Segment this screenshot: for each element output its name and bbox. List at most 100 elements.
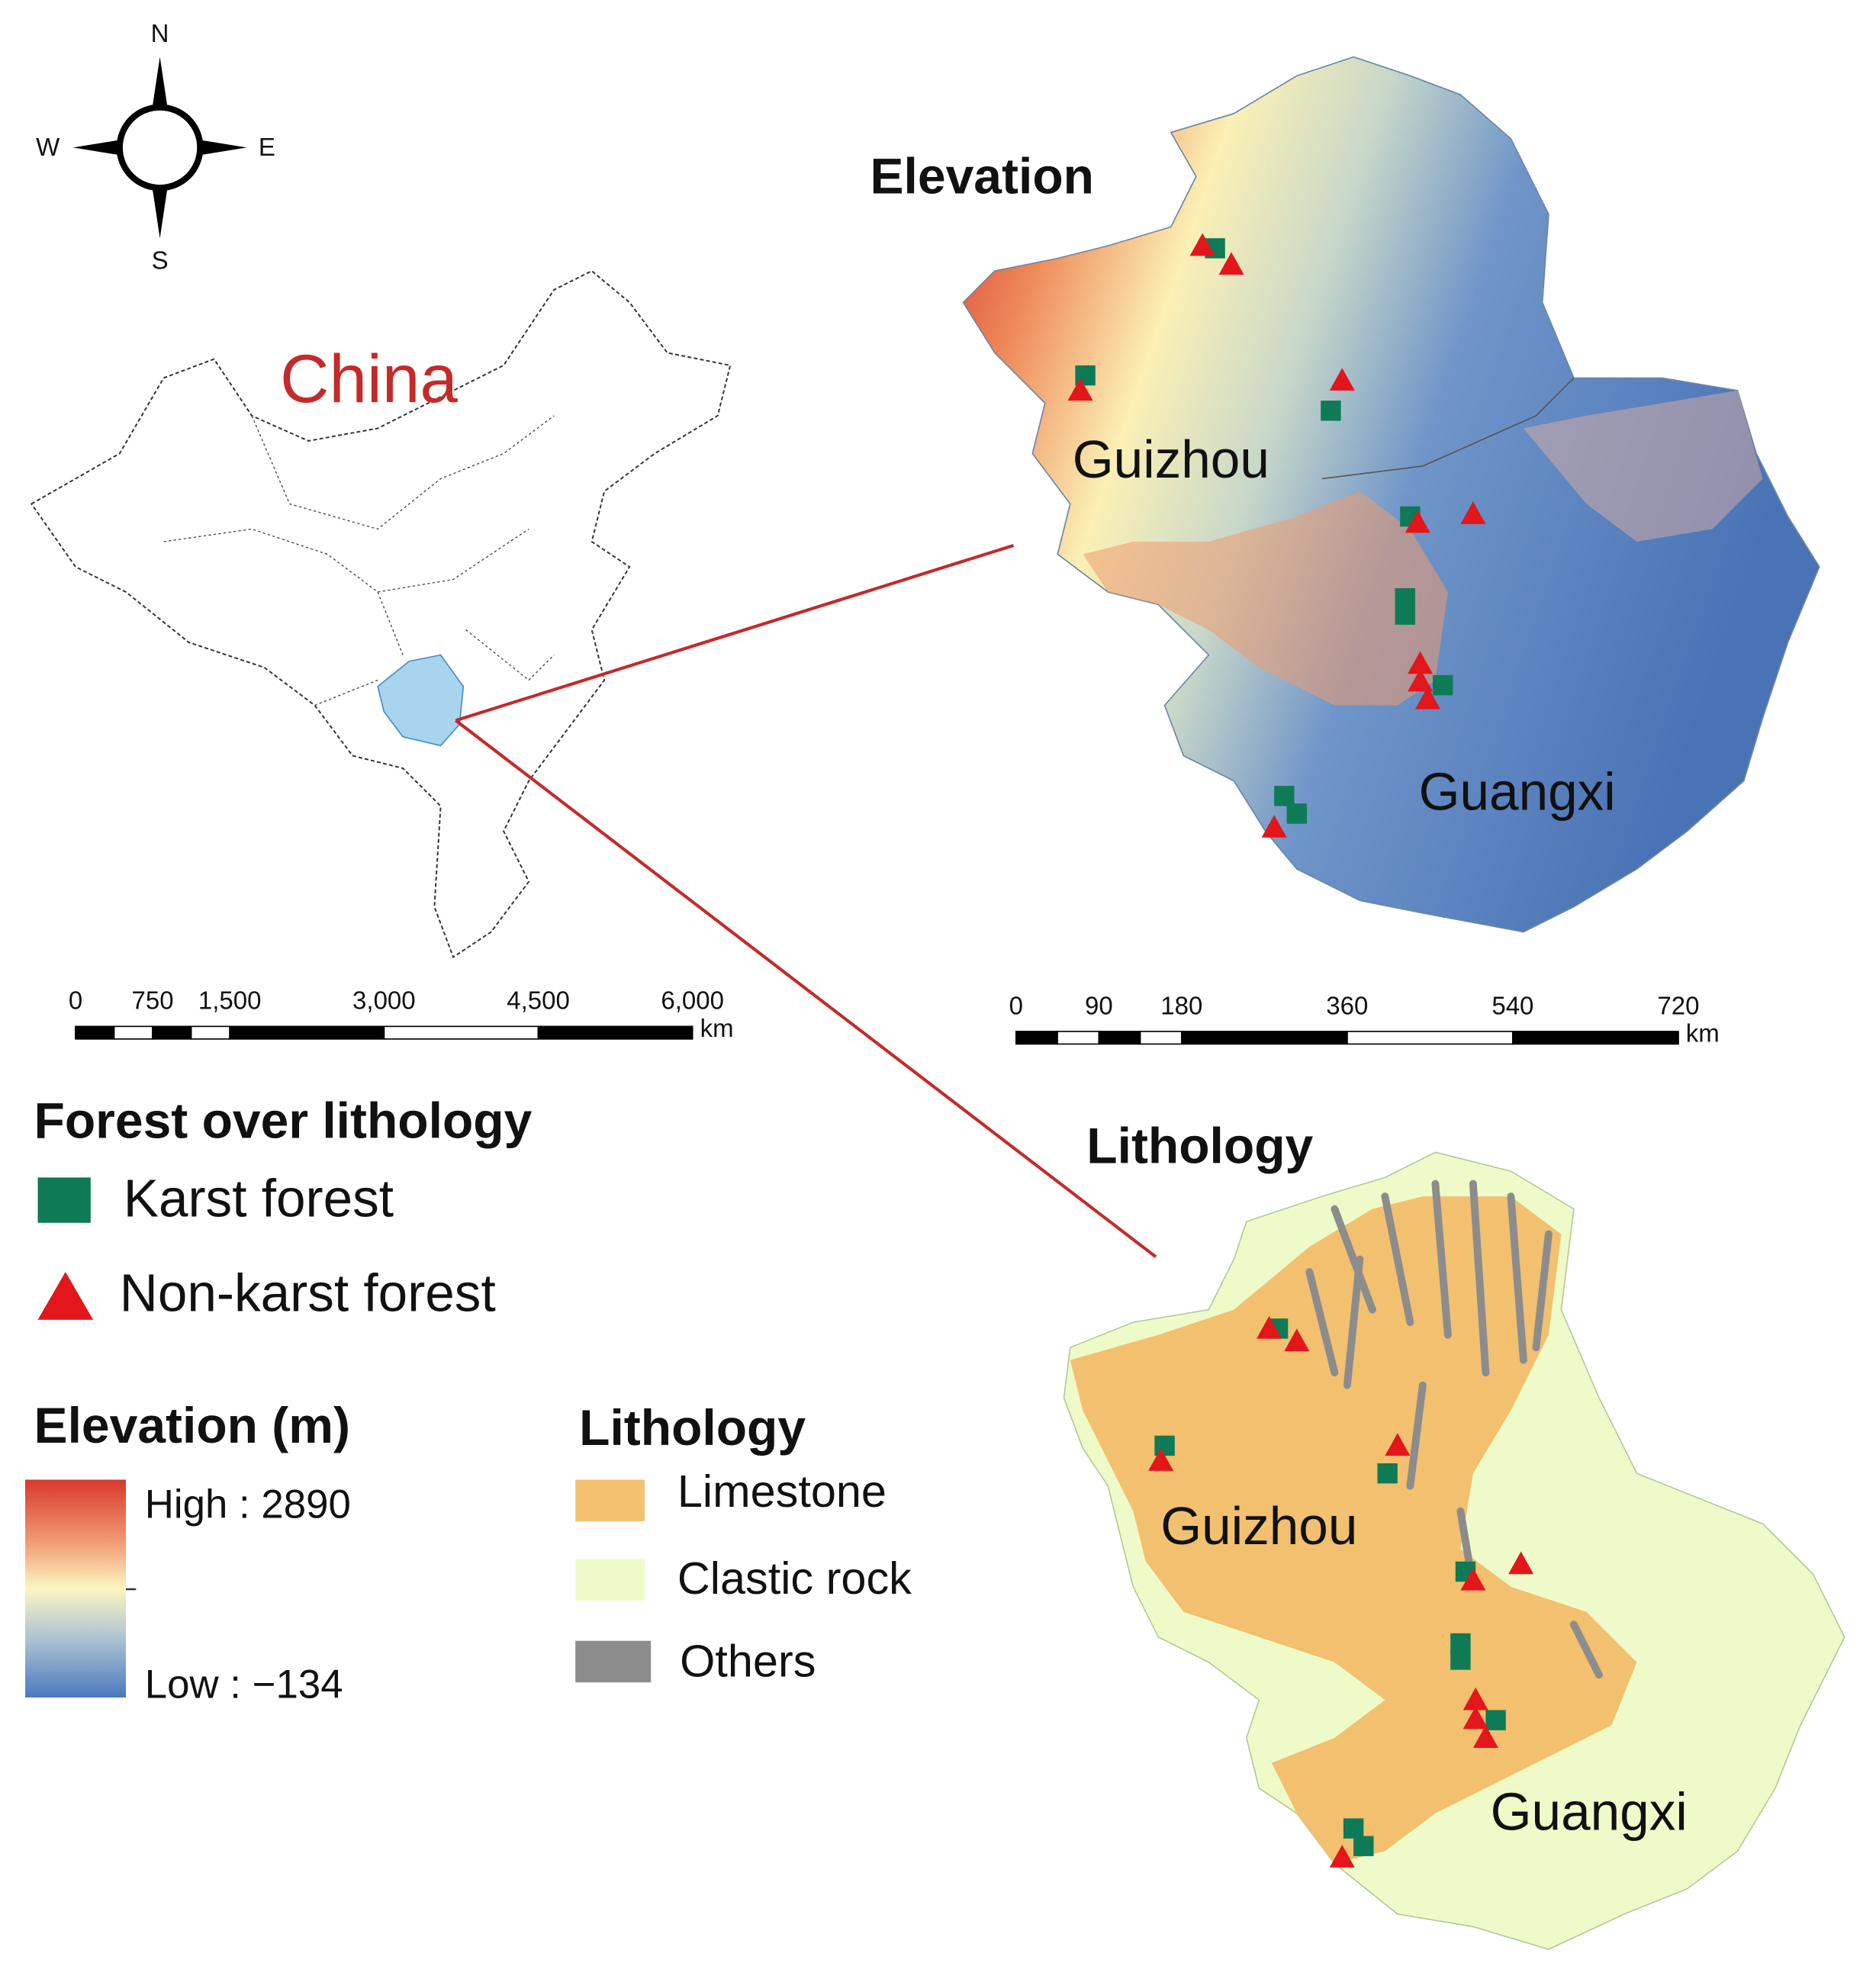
scale-segment <box>1098 1031 1141 1045</box>
compass-label: W <box>36 133 60 161</box>
china-map: China <box>30 269 732 959</box>
non-karst-forest-site <box>1472 1725 1498 1748</box>
scale-segment <box>383 1025 539 1040</box>
lithology-map: Lithology Guizhou Guangxi <box>1063 1118 1845 1950</box>
non-karst-forest-site <box>1414 686 1440 710</box>
legend-title: Elevation (m) <box>34 1397 350 1453</box>
scale-segment <box>75 1025 115 1040</box>
legend-label: Limestone <box>677 1466 887 1517</box>
elevation-surface <box>962 56 1820 933</box>
compass: N S W E <box>36 19 275 274</box>
map-title: Lithology <box>1086 1118 1313 1174</box>
scale-unit: km <box>700 1014 734 1042</box>
scale-label: 4,500 <box>507 986 570 1015</box>
legend-swatch <box>575 1559 645 1601</box>
karst-forest-site <box>1154 1435 1175 1456</box>
scale-label: 750 <box>132 986 174 1015</box>
non-karst-forest-site <box>1405 510 1430 533</box>
elevation-map: Elevation Guizhou Guangxi <box>870 56 1820 933</box>
non-karst-forest-site <box>1148 1448 1174 1471</box>
province-label: Guangxi <box>1419 762 1616 822</box>
non-karst-forest-site <box>1329 1845 1355 1868</box>
legend-swatch <box>575 1479 645 1521</box>
scale-label: 90 <box>1085 991 1113 1019</box>
non-karst-forest-site <box>1460 1567 1486 1591</box>
karst-forest-site <box>1450 1649 1471 1670</box>
scale-label: 180 <box>1160 991 1202 1019</box>
scale-segment <box>1015 1031 1058 1045</box>
map-title: Elevation <box>870 148 1094 204</box>
non-karst-forest-site <box>1463 1687 1488 1710</box>
scale-segment <box>229 1025 385 1040</box>
scale-label: 720 <box>1657 991 1699 1019</box>
legend-label: Clastic rock <box>677 1553 912 1604</box>
scale-segment <box>537 1025 693 1040</box>
legend-swatch <box>575 1640 652 1683</box>
karst-forest-site <box>1321 401 1341 421</box>
non-karst-forest-site <box>1463 1706 1488 1730</box>
karst-forest-site <box>1286 803 1308 824</box>
legend-title: Forest over lithology <box>34 1092 533 1148</box>
scale-unit: km <box>1686 1019 1720 1048</box>
province-border <box>1321 377 1575 480</box>
china-outline <box>30 269 732 959</box>
province-label: Guizhou <box>1073 430 1269 489</box>
non-karst-forest-site <box>1261 815 1287 838</box>
elevation-highland <box>1083 491 1448 706</box>
non-karst-forest-site <box>1257 1315 1282 1339</box>
study-area <box>377 654 465 747</box>
non-karst-forest-site <box>1284 1328 1310 1352</box>
scale-label: 0 <box>69 986 82 1015</box>
karst-forest-site <box>1377 1463 1398 1484</box>
karst-forest-site <box>1274 786 1295 806</box>
legend-label: Others <box>680 1636 816 1687</box>
scale-segment <box>113 1025 153 1040</box>
scale-label: 540 <box>1491 991 1533 1019</box>
scale-segment <box>1181 1031 1348 1045</box>
legend-label: Low : −134 <box>145 1662 343 1707</box>
legend-label: Non-karst forest <box>120 1263 496 1322</box>
non-karst-forest-site <box>1067 378 1093 401</box>
legend-swatch <box>37 1177 91 1223</box>
karst-forest-site <box>1485 1710 1506 1730</box>
karst-forest-site <box>1395 604 1415 625</box>
province-borders <box>163 415 555 706</box>
scale-segment <box>1512 1031 1679 1045</box>
non-karst-forest-site <box>1218 252 1244 275</box>
non-karst-forest-site <box>1508 1551 1534 1575</box>
legend-colorbar <box>25 1479 127 1698</box>
compass-label: N <box>151 19 169 47</box>
scale-label: 6,000 <box>661 986 724 1015</box>
scale-segment <box>190 1025 231 1040</box>
scale-label: 1,500 <box>198 986 262 1015</box>
limestone-area <box>1070 1196 1637 1864</box>
province-label: Guangxi <box>1491 1781 1688 1841</box>
non-karst-forest-site <box>1408 651 1434 674</box>
compass-label: S <box>152 246 169 274</box>
forest-legend: Forest over lithology Karst forest Non-k… <box>34 1092 533 1322</box>
scale-segment <box>1139 1031 1183 1045</box>
lithology-legend: Lithology Limestone Clastic rock Others <box>575 1399 912 1687</box>
elevation-legend: Elevation (m) High : 2890 Low : −134 <box>25 1397 351 1707</box>
scale-segment <box>152 1025 192 1040</box>
non-karst-forest-site <box>1408 668 1434 692</box>
karst-forest-site <box>1433 674 1453 696</box>
scale-segment <box>1347 1031 1514 1045</box>
scale-label: 0 <box>1009 991 1023 1019</box>
province-label: Guizhou <box>1160 1496 1357 1556</box>
china-label: China <box>280 340 458 417</box>
non-karst-forest-site <box>1329 368 1355 391</box>
karst-forest-site <box>1343 1818 1364 1839</box>
compass-label: E <box>259 133 275 161</box>
scale-label: 360 <box>1326 991 1368 1019</box>
scale-segment <box>1057 1031 1100 1045</box>
legend-label: Karst forest <box>124 1169 394 1228</box>
non-karst-forest-site <box>1189 233 1215 256</box>
non-karst-forest-site <box>1385 1433 1411 1456</box>
non-karst-forest-site <box>1460 501 1486 524</box>
scale-label: 3,000 <box>352 986 416 1015</box>
connector-line <box>455 543 1015 722</box>
karst-forest-site <box>1353 1836 1374 1856</box>
